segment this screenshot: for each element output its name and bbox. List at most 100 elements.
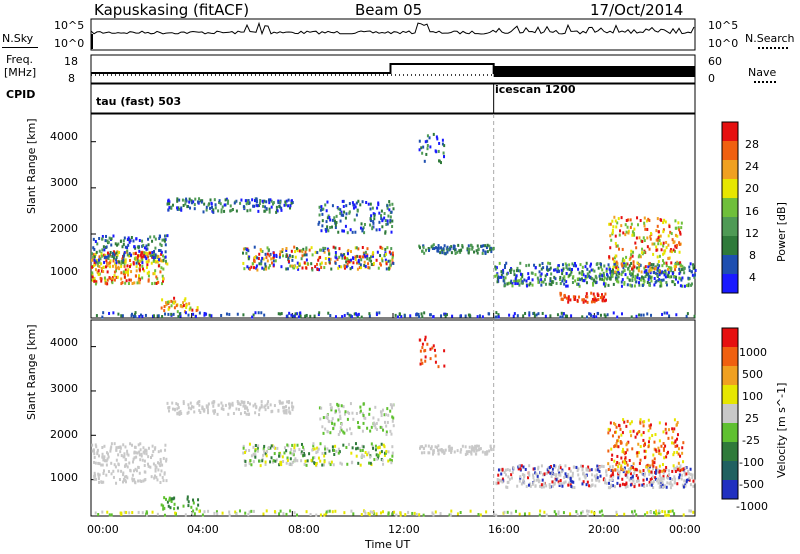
power-echo — [360, 222, 363, 226]
velocity-echo — [691, 473, 694, 477]
velocity-echo — [621, 468, 624, 472]
velocity-echo — [404, 513, 407, 517]
power-echo — [442, 151, 445, 155]
power-echo — [443, 144, 446, 148]
power-echo — [202, 210, 205, 214]
velocity-echo — [481, 450, 484, 454]
power-echo — [311, 268, 314, 272]
power-echo — [679, 261, 682, 265]
power-echo — [357, 259, 360, 263]
power-echo — [369, 219, 372, 223]
velocity-echo — [348, 411, 351, 415]
power-echo — [247, 257, 250, 261]
power-echo — [264, 262, 267, 266]
power-cb-tick-24: 24 — [745, 160, 759, 173]
velocity-echo — [421, 346, 424, 350]
power-echo — [140, 255, 143, 259]
velocity-echo — [658, 509, 661, 513]
power-echo — [664, 272, 667, 276]
velocity-echo — [177, 406, 180, 410]
power-echo — [266, 246, 269, 250]
power-echo — [91, 265, 94, 269]
velocity-echo — [134, 445, 137, 449]
power-echo — [636, 266, 639, 270]
power-echo — [461, 243, 464, 247]
power-echo — [638, 265, 641, 269]
velocity-echo — [422, 513, 425, 517]
velocity-echo — [675, 466, 678, 470]
velocity-echo — [431, 452, 434, 456]
velocity-echo — [390, 432, 393, 436]
power-echo — [659, 280, 662, 284]
power-echo — [269, 252, 272, 256]
velocity-echo — [315, 513, 318, 517]
power-echo — [162, 277, 165, 281]
power-echo — [293, 245, 296, 249]
power-colorbar-segment — [722, 198, 738, 217]
power-echo — [521, 281, 524, 285]
velocity-echo — [118, 478, 121, 482]
power-echo — [290, 201, 293, 205]
station-title: Kapuskasing (fitACF) — [94, 1, 250, 19]
power-echo — [185, 305, 188, 309]
power-echo — [690, 270, 693, 274]
velocity-echo — [228, 402, 231, 406]
velocity-echo — [649, 423, 652, 427]
power-echo — [630, 249, 633, 253]
velocity-echo — [143, 464, 146, 468]
velocity-echo — [429, 347, 432, 351]
power-echo — [546, 268, 549, 272]
power-echo — [264, 264, 267, 268]
velocity-echo — [330, 420, 333, 424]
power-echo — [289, 206, 292, 210]
velocity-echo — [279, 460, 282, 464]
power-echo — [355, 246, 358, 250]
velocity-echo — [278, 454, 281, 458]
power-echo — [361, 245, 364, 249]
power-echo — [665, 240, 668, 244]
power-echo — [614, 270, 617, 274]
velocity-echo — [123, 475, 126, 479]
velocity-echo — [472, 446, 475, 450]
velocity-echo — [293, 446, 296, 450]
power-echo — [255, 266, 258, 270]
power-echo — [145, 265, 148, 269]
power-echo — [124, 270, 127, 274]
power-echo — [361, 227, 364, 231]
velocity-echo — [611, 465, 614, 469]
velocity-echo — [224, 403, 227, 407]
velocity-echo — [248, 442, 251, 446]
power-echo — [598, 274, 601, 278]
power-echo — [681, 284, 684, 288]
velocity-colorbar-segment — [722, 347, 738, 366]
power-echo — [607, 283, 610, 287]
power-echo — [324, 257, 327, 261]
power-echo — [375, 258, 378, 262]
velocity-echo — [501, 477, 504, 481]
power-echo — [661, 312, 664, 316]
velocity-echo — [254, 402, 257, 406]
power-echo — [245, 248, 248, 252]
power-echo — [157, 254, 160, 258]
power-echo — [104, 278, 107, 282]
velocity-echo — [390, 404, 393, 408]
power-echo — [498, 261, 501, 265]
x-tick-0800: 08:00 — [288, 523, 320, 536]
power-echo — [617, 275, 620, 279]
power-echo — [484, 250, 487, 254]
power-echo — [305, 314, 308, 318]
power-echo — [679, 284, 682, 288]
power-echo — [326, 200, 329, 204]
velocity-echo — [207, 411, 210, 415]
velocity-echo — [102, 469, 105, 473]
velocity-echo — [329, 406, 332, 410]
power-echo — [340, 253, 343, 257]
velocity-echo — [662, 430, 665, 434]
power-echo — [614, 219, 617, 223]
velocity-echo — [125, 475, 128, 479]
power-echo — [658, 273, 661, 277]
power-echo — [649, 266, 652, 270]
power-echo — [631, 279, 634, 283]
power-echo — [248, 201, 251, 205]
power-echo — [503, 266, 506, 270]
